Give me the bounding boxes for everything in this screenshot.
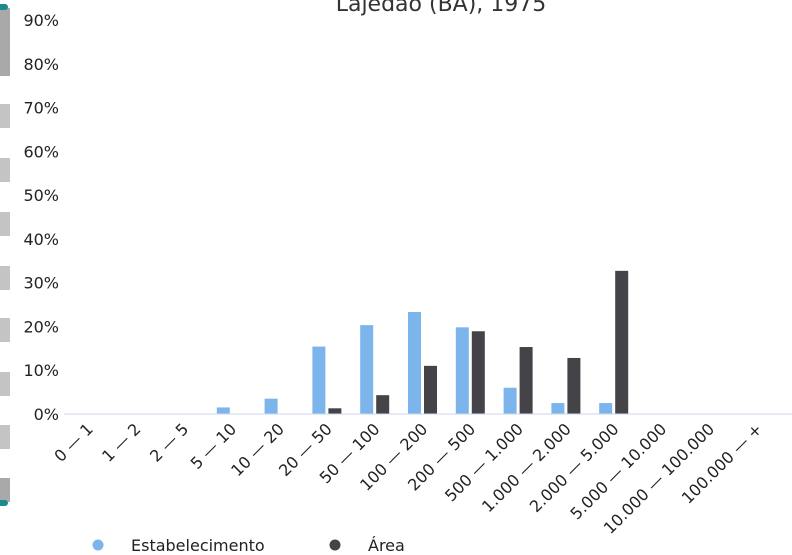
bar-estabelecimento bbox=[312, 346, 326, 414]
y-axis: 0% 10% 20% 30% 40% 50% 60% 70% 80% 90% bbox=[23, 11, 59, 424]
y-tick-label: 30% bbox=[23, 274, 59, 293]
sidebar-cap-top bbox=[0, 4, 8, 10]
bar-area bbox=[424, 365, 437, 414]
bar-area bbox=[471, 331, 485, 414]
sidebar-strip bbox=[0, 212, 10, 236]
legend: Estabelecimento Área bbox=[92, 536, 405, 555]
bar-area bbox=[376, 395, 390, 414]
bar-estabelecimento bbox=[264, 398, 278, 414]
sidebar-strip bbox=[0, 318, 10, 342]
x-tick-label: 2 — 5 bbox=[146, 419, 192, 465]
legend-label[interactable]: Área bbox=[368, 536, 405, 555]
sidebar-strip bbox=[0, 266, 10, 290]
y-tick-label: 80% bbox=[23, 55, 59, 74]
sidebar-strip bbox=[0, 104, 10, 128]
bar-estabelecimento bbox=[216, 407, 230, 414]
sidebar-strip bbox=[0, 8, 10, 76]
sidebar-strip bbox=[0, 425, 10, 449]
chart-title: Lajedão (BA), 1975 bbox=[336, 0, 547, 17]
bar-area bbox=[328, 408, 342, 414]
bar-estabelecimento bbox=[455, 327, 469, 414]
bar-area bbox=[519, 347, 533, 414]
y-tick-label: 40% bbox=[23, 230, 59, 249]
y-tick-label: 70% bbox=[23, 99, 59, 118]
legend-label[interactable]: Estabelecimento bbox=[131, 536, 265, 555]
y-tick-label: 50% bbox=[23, 186, 59, 205]
y-tick-label: 10% bbox=[23, 361, 59, 380]
sidebar-strip bbox=[0, 478, 10, 502]
bar-estabelecimento bbox=[408, 311, 421, 414]
bar-estabelecimento bbox=[551, 403, 565, 414]
legend-symbol bbox=[329, 539, 341, 551]
bars bbox=[121, 270, 629, 414]
bar-estabelecimento bbox=[360, 325, 374, 414]
y-tick-label: 90% bbox=[23, 11, 59, 30]
x-tick-label: 0 — 1 bbox=[50, 419, 96, 465]
sidebar-strip bbox=[0, 158, 10, 182]
y-tick-label: 0% bbox=[34, 405, 59, 424]
x-tick-label: 1 — 2 bbox=[98, 419, 144, 465]
y-tick-label: 60% bbox=[23, 142, 59, 161]
sidebar-strip bbox=[0, 372, 10, 396]
sidebar-cap-bottom bbox=[0, 500, 8, 506]
bar-area bbox=[567, 357, 581, 414]
y-tick-label: 20% bbox=[23, 317, 59, 336]
bar-area bbox=[615, 270, 629, 414]
bar-estabelecimento bbox=[503, 387, 517, 414]
legend-symbol bbox=[92, 539, 104, 551]
bar-estabelecimento bbox=[599, 403, 613, 414]
